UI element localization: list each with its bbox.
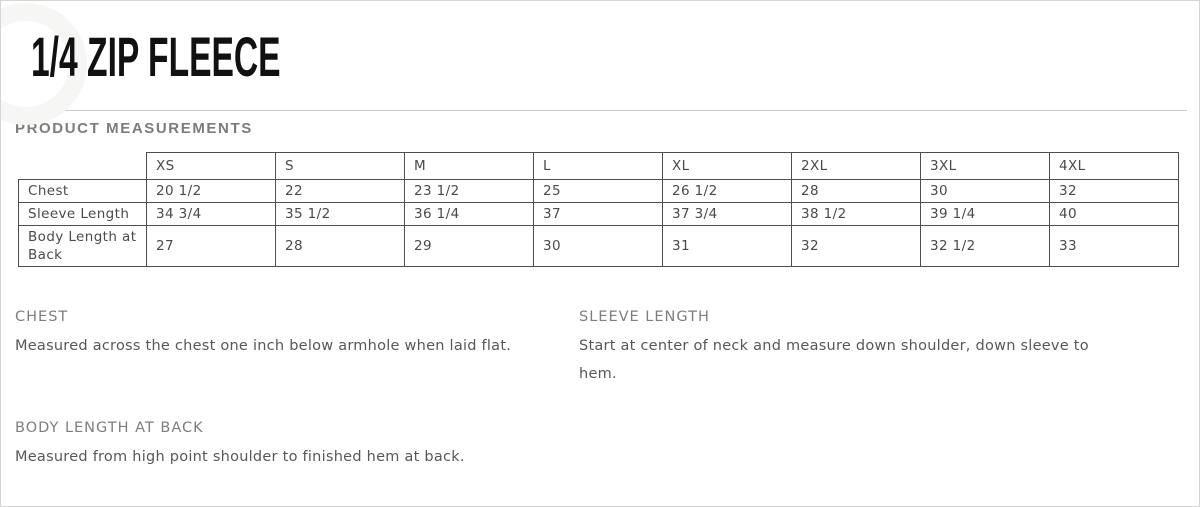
measurement-cell: 27 (146, 225, 276, 267)
measurement-cell: 37 3/4 (662, 202, 792, 226)
size-column-header: M (404, 152, 534, 180)
measurement-cell: 25 (533, 179, 663, 203)
page-title: 1/4 ZIP FLEECE (31, 25, 1199, 88)
measurement-cell: 37 (533, 202, 663, 226)
size-column-header: 4XL (1049, 152, 1179, 180)
measurement-row: Sleeve Length 34 3/4 35 1/2 36 1/4 37 37 3/4 3… (18, 202, 1179, 226)
size-column-header: 3XL (920, 152, 1050, 180)
measurement-cell: 32 (1049, 179, 1179, 203)
measurement-cell: 33 (1049, 225, 1179, 267)
measurement-row: Body Length at Back 27 28 29 30 31 32 32 1/2 33 (18, 225, 1179, 267)
measurement-cell: 36 1/4 (404, 202, 534, 226)
measurement-cell: 38 1/2 (791, 202, 921, 226)
measurement-row: Chest 20 1/2 22 23 1/2 25 26 1/2 28 30 32 (18, 179, 1179, 203)
measurement-descriptions: CHEST Measured across the chest one inch… (15, 309, 1185, 471)
desc-chest: CHEST Measured across the chest one inch… (15, 309, 579, 388)
divider (13, 110, 1187, 111)
measurement-cell: 32 (791, 225, 921, 267)
measurement-cell: 20 1/2 (146, 179, 276, 203)
desc-sleeve-length: SLEEVE LENGTH Start at center of neck an… (579, 309, 1185, 388)
desc-chest-heading: CHEST (15, 309, 69, 325)
row-label: Body Length at Back (18, 225, 147, 267)
measurement-cell: 30 (920, 179, 1050, 203)
measurement-cell: 23 1/2 (404, 179, 534, 203)
measurement-cell: 29 (404, 225, 534, 267)
desc-body-length: BODY LENGTH AT BACK Measured from high p… (15, 420, 579, 471)
desc-chest-text: Measured across the chest one inch below… (15, 338, 512, 354)
measurement-cell: 28 (791, 179, 921, 203)
desc-sleeve-length-text: Start at center of neck and measure down… (579, 338, 1089, 382)
measurement-cell: 26 1/2 (662, 179, 792, 203)
size-column-header: XL (662, 152, 792, 180)
measurements-table: XS S M L XL 2XL 3XL 4XL Chest 20 1/2 22 23 1/2 25 26… (18, 152, 1179, 267)
measurement-cell: 28 (275, 225, 405, 267)
measurement-cell: 32 1/2 (920, 225, 1050, 267)
measurement-cell: 35 1/2 (275, 202, 405, 226)
measurement-cell: 34 3/4 (146, 202, 276, 226)
corner-cell (19, 153, 147, 180)
desc-body-length-heading: BODY LENGTH AT BACK (15, 420, 204, 436)
measurement-cell: 22 (275, 179, 405, 203)
section-heading: PRODUCT MEASUREMENTS (15, 120, 253, 137)
desc-sleeve-length-heading: SLEEVE LENGTH (579, 309, 710, 325)
size-column-header: L (533, 152, 663, 180)
row-label: Chest (18, 179, 147, 203)
size-column-header: 2XL (791, 152, 921, 180)
size-column-header: S (275, 152, 405, 180)
measurement-cell: 39 1/4 (920, 202, 1050, 226)
measurement-cell: 30 (533, 225, 663, 267)
desc-body-length-text: Measured from high point shoulder to fin… (15, 449, 465, 465)
measurement-cell: 31 (662, 225, 792, 267)
size-column-header: XS (146, 152, 276, 180)
page-title-text: 1/4 ZIP FLEECE (31, 25, 281, 88)
row-label: Sleeve Length (18, 202, 147, 226)
size-header-row: XS S M L XL 2XL 3XL 4XL (19, 152, 1179, 180)
measurement-cell: 40 (1049, 202, 1179, 226)
